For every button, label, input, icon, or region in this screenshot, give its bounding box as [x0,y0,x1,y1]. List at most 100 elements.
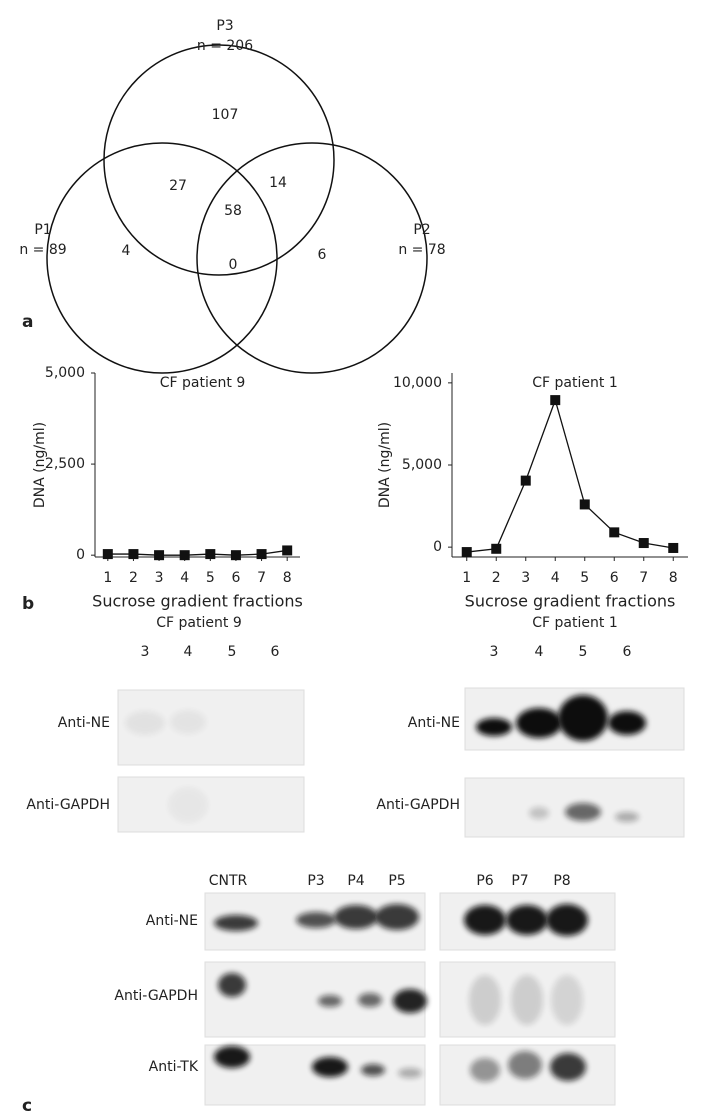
lane-label: P8 [553,873,570,889]
blot-image [117,776,305,833]
y-tick-label: 10,000 [393,375,442,391]
band [318,995,342,1007]
panel-label: b [22,594,34,614]
lane-label: 5 [579,644,588,660]
x-tick-label: 3 [521,570,530,586]
band [608,711,646,735]
data-point [282,545,293,556]
band [511,975,543,1025]
x-tick-label: 1 [103,570,112,586]
data-point [491,543,502,554]
lane-label: 6 [271,644,280,660]
blot-title: CF patient 9 [156,615,241,631]
band [476,718,512,736]
set-name: P3 [216,18,233,34]
row-label: Anti-GAPDH [114,988,198,1004]
row-label: Anti-GAPDH [26,797,110,813]
data-point [205,549,216,560]
lane-label: P6 [476,873,493,889]
y-tick-label: 5,000 [402,457,442,473]
x-tick-label: 2 [129,570,138,586]
blot-title: CF patient 1 [532,615,617,631]
data-point [179,550,190,561]
lane-label: 4 [535,644,544,660]
chart-title: CF patient 9 [160,375,245,391]
data-point [154,550,165,561]
venn-circle [103,44,335,276]
y-tick-label: 0 [433,539,442,555]
region-count: 14 [269,175,287,191]
band [464,905,506,935]
lane-label: P4 [347,873,364,889]
x-tick-label: 8 [669,570,678,586]
band [551,975,583,1025]
band [170,710,206,734]
band [516,708,562,738]
x-tick-label: 4 [180,570,189,586]
lane-label: 5 [228,644,237,660]
x-tick-label: 6 [610,570,619,586]
blot: CF patient 9 3 4 5 6 Anti-NE Anti-GAPDH [26,615,305,833]
data-point [579,499,590,510]
blot-image [204,961,426,1038]
x-tick-label: 5 [580,570,589,586]
x-tick-label: 3 [155,570,164,586]
data-point [550,395,561,406]
band [361,1064,385,1076]
lane-label: P5 [388,873,405,889]
chart-title: CF patient 1 [532,375,617,391]
lane-label: CNTR [209,873,248,889]
region-count: 107 [212,107,239,123]
x-tick-label: 7 [639,570,648,586]
venn-circle [196,142,428,374]
band [214,915,258,931]
row-label: Anti-NE [58,715,110,731]
x-axis-label: Sucrose gradient fractions [92,592,303,611]
set-name: P1 [34,222,51,238]
row-label: Anti-NE [146,913,198,929]
lane-label: 3 [141,644,150,660]
data-point [668,542,679,553]
region-count: 0 [229,257,238,273]
region-count: 6 [318,247,327,263]
y-tick-label: 5,000 [45,365,85,381]
x-axis-label: Sucrose gradient fractions [465,592,676,611]
band [615,812,639,822]
x-tick-label: 4 [551,570,560,586]
x-tick-label: 8 [283,570,292,586]
data-point [520,475,531,486]
x-tick-label: 7 [257,570,266,586]
x-tick-label: 5 [206,570,215,586]
lane-label: P7 [511,873,528,889]
y-tick-label: 2,500 [45,456,85,472]
band [218,973,246,997]
set-name: P2 [413,222,430,238]
lane-label: P3 [307,873,324,889]
panel-label: c [22,1096,32,1116]
band [296,912,336,928]
band [393,989,427,1013]
band [565,803,601,821]
data-point [461,547,472,558]
x-tick-label: 6 [231,570,240,586]
blot: CF patient 1 3 4 5 6 Anti-NE Anti-GAPDH [376,615,685,838]
band [546,904,588,936]
band [312,1057,348,1077]
data-point [128,549,139,560]
data-point [609,527,620,538]
lane-label: 4 [184,644,193,660]
band [214,1046,250,1068]
x-tick-label: 2 [492,570,501,586]
band [398,1068,422,1078]
set-size: n = 89 [19,242,66,258]
row-label: Anti-TK [149,1059,199,1075]
band [168,787,208,823]
region-count: 58 [224,203,242,219]
band [550,1053,586,1081]
data-point [638,538,649,549]
band [558,695,608,741]
band [125,711,165,735]
y-tick-label: 0 [76,547,85,563]
venn-circle [46,142,278,374]
